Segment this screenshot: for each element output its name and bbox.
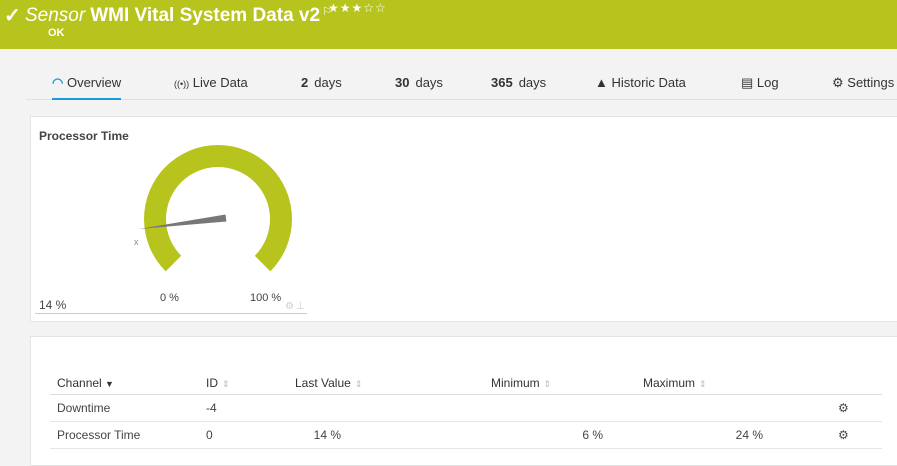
tab-365-days[interactable]: 365 days xyxy=(491,75,546,90)
gauge-marker: x xyxy=(134,237,139,247)
sort-icon: ⇕ xyxy=(699,378,707,389)
tab-log[interactable]: ▤ Log xyxy=(741,75,779,91)
tab-historic-data[interactable]: ▲ Historic Data xyxy=(595,75,686,90)
gauge-icon: ◠ xyxy=(52,75,64,90)
tab-label: days xyxy=(314,75,342,90)
gauge-value: 14 % xyxy=(39,298,67,312)
sort-down-icon: ▼ xyxy=(105,378,114,389)
priority-stars[interactable]: ★★★☆☆ xyxy=(328,1,387,15)
check-icon: ✓ xyxy=(4,5,21,27)
cell-channel[interactable]: Processor Time xyxy=(50,421,206,449)
flag-icon[interactable]: ⚐ xyxy=(322,6,332,18)
tab-bar: ◠ Overview ((•)) Live Data 2 days 30 days … xyxy=(26,70,897,100)
tab-30-days[interactable]: 30 days xyxy=(395,75,443,90)
tab-num: 2 xyxy=(301,75,309,90)
tab-label: days xyxy=(518,75,547,90)
table-row: Downtime -4 ⚙ xyxy=(50,394,882,422)
tab-live-data[interactable]: ((•)) Live Data xyxy=(174,75,248,90)
cell-id: -4 xyxy=(206,394,295,422)
col-id[interactable]: ID ⇕ xyxy=(206,372,295,395)
gauge-title: Processor Time xyxy=(39,129,129,143)
table-row: Processor Time 0 14 % 6 % 24 % ⚙ xyxy=(50,421,882,449)
tab-label: days xyxy=(415,75,443,90)
cell-max xyxy=(643,394,788,422)
gauge-panel: Processor Time x 14 % 0 % 100 % ⚙ ⊥ xyxy=(30,116,897,322)
cell-last xyxy=(295,394,491,422)
tab-label: Overview xyxy=(66,75,122,90)
live-icon: ((•)) xyxy=(174,79,190,89)
sort-icon: ⇕ xyxy=(543,378,552,389)
sensor-title: Sensor WMI Vital System Data v2 ⚐ xyxy=(25,5,332,27)
sensor-header: ✓ Sensor WMI Vital System Data v2 ⚐ ★★★☆☆ … xyxy=(0,0,897,49)
gauge-chart: x xyxy=(134,145,292,272)
chart-icon: ▲ xyxy=(595,75,608,90)
gauge-needle xyxy=(138,214,227,230)
col-minimum[interactable]: Minimum ⇕ xyxy=(491,372,643,395)
sensor-name: WMI Vital System Data v2 xyxy=(90,5,321,26)
settings-icon[interactable]: ⚙ xyxy=(788,421,882,449)
table-header: Channel ▼ ID ⇕ Last Value ⇕ Minimum ⇕ Maxim… xyxy=(50,372,882,395)
tab-num: 365 xyxy=(491,75,513,90)
tab-label: Log xyxy=(756,75,779,90)
tab-label: Live Data xyxy=(192,75,248,90)
tab-label: Historic Data xyxy=(611,75,686,90)
log-icon: ▤ xyxy=(741,75,754,90)
status-text: OK xyxy=(48,27,65,39)
sensor-prefix: Sensor xyxy=(25,5,86,26)
tab-2-days[interactable]: 2 days xyxy=(301,75,342,90)
gauge-arc xyxy=(144,145,292,272)
sort-icon: ⇕ xyxy=(354,378,363,389)
tab-num: 30 xyxy=(395,75,410,90)
sort-icon: ⇕ xyxy=(222,378,230,389)
channel-table: Channel ▼ ID ⇕ Last Value ⇕ Minimum ⇕ Maxim… xyxy=(50,372,882,449)
col-last-value[interactable]: Last Value ⇕ xyxy=(295,372,491,395)
pin-icon[interactable]: ⊥ xyxy=(296,301,305,312)
gauge-max-label: 100 % xyxy=(250,292,282,304)
cell-min xyxy=(491,394,643,422)
tab-label: Settings xyxy=(847,75,895,90)
divider xyxy=(35,313,307,314)
gauge-min-label: 0 % xyxy=(160,292,179,304)
gear-icon[interactable]: ⚙ xyxy=(285,301,294,312)
cell-max: 24 % xyxy=(643,421,788,449)
cell-channel[interactable]: Downtime xyxy=(50,394,206,422)
tab-overview[interactable]: ◠ Overview xyxy=(52,75,122,100)
col-channel[interactable]: Channel ▼ xyxy=(50,372,206,395)
col-maximum[interactable]: Maximum ⇕ xyxy=(643,372,788,395)
settings-icon[interactable]: ⚙ xyxy=(788,394,882,422)
cell-last: 14 % xyxy=(295,421,491,449)
tab-settings[interactable]: ⚙ Settings xyxy=(832,75,894,91)
cell-id: 0 xyxy=(206,421,295,449)
gear-icon: ⚙ xyxy=(832,75,844,90)
cell-min: 6 % xyxy=(491,421,643,449)
